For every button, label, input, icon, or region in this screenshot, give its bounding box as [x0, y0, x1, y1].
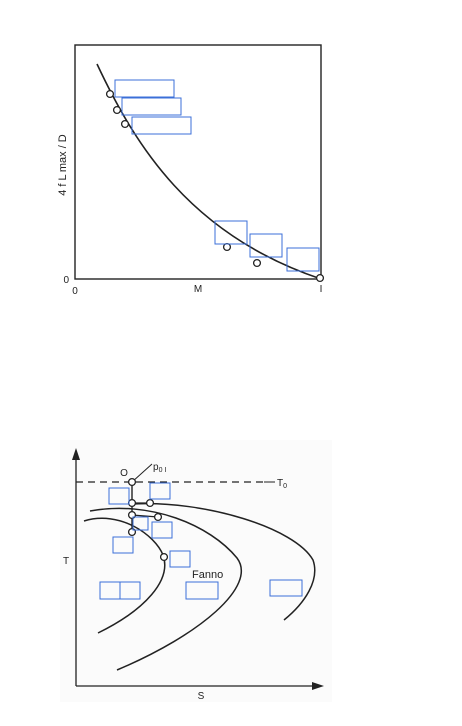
pressure-leader [131, 463, 153, 483]
label-box [121, 97, 182, 116]
state-marker [153, 512, 163, 522]
state-marker [127, 498, 137, 508]
label-box [108, 487, 130, 505]
label-box [214, 220, 248, 245]
label-box [185, 581, 219, 600]
bottom-panel-background [60, 440, 332, 702]
top-plot-frame [74, 44, 322, 280]
stagnation-temperature-label: T0 [277, 478, 287, 490]
pressure-label-main: p [153, 462, 159, 473]
fanno-ts-chart: O p0 I T0 Fanno T S [60, 440, 332, 702]
fanno-curve-middle [89, 507, 243, 671]
pressure-label-sub: 0 I [159, 467, 167, 474]
label-box [149, 482, 171, 500]
s-axis-arrowhead [312, 682, 324, 690]
curve-marker [112, 105, 122, 115]
top-y-tick-zero: 0 [63, 275, 69, 286]
label-box [114, 79, 175, 98]
top-y-axis-label: 4 f L max / D [57, 134, 69, 196]
label-box [112, 536, 134, 554]
curve-marker [105, 89, 115, 99]
top-x-tick-one: I [320, 284, 323, 295]
label-box [131, 116, 192, 135]
curve-marker [120, 119, 130, 129]
state-marker [127, 477, 137, 487]
t-axis-arrowhead [72, 448, 80, 460]
bottom-y-axis-label: T [63, 556, 69, 567]
label-box [286, 247, 320, 272]
label-box [132, 516, 149, 531]
label-box [151, 521, 173, 539]
fanno-curve-outer [131, 502, 316, 621]
curve-marker [252, 258, 262, 268]
label-box [169, 550, 191, 568]
fanno-curve-label: Fanno [192, 569, 223, 581]
point-o-label: O [120, 468, 128, 479]
fanno-length-curve [96, 63, 322, 280]
label-box [269, 579, 303, 597]
state-marker [159, 552, 169, 562]
top-x-tick-zero: 0 [72, 286, 78, 297]
label-box [119, 581, 141, 600]
fanno-length-chart: 4 f L max / D M 0 I 0 [57, 44, 325, 297]
pressure-label: p0 I [153, 462, 166, 474]
bottom-x-axis-label: S [198, 691, 205, 702]
process-connector [131, 514, 159, 518]
top-x-axis-label: M [194, 284, 202, 295]
state-marker [145, 498, 155, 508]
label-box [249, 233, 283, 258]
temp-label-sub: 0 [283, 483, 287, 490]
curve-marker [315, 273, 325, 283]
temp-label-main: T [277, 478, 283, 489]
curve-marker [222, 242, 232, 252]
